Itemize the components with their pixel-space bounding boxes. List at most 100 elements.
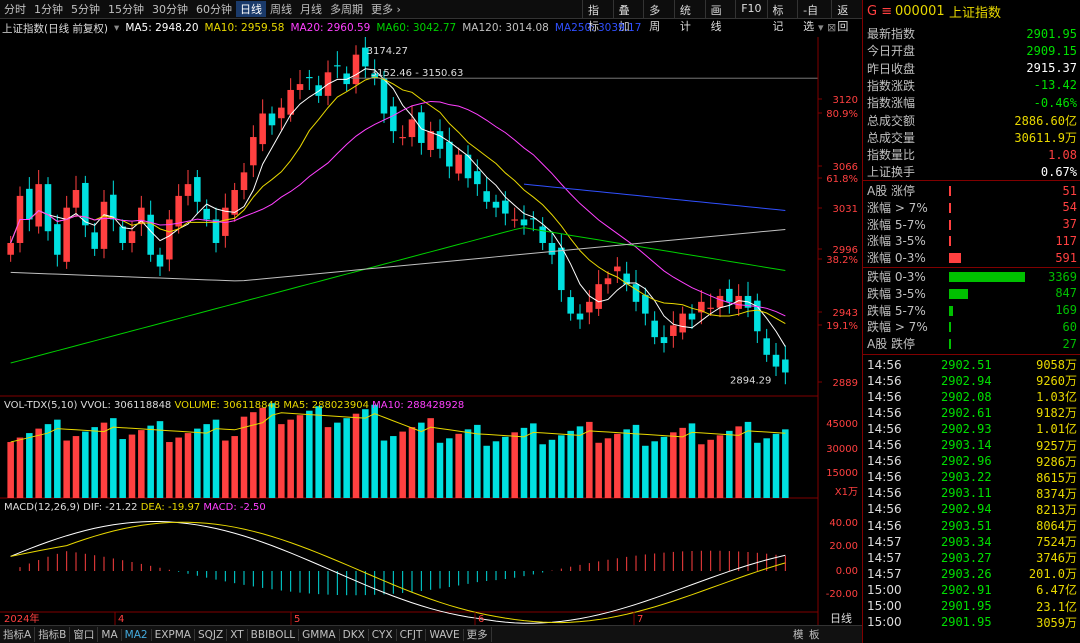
candle-body — [259, 113, 266, 145]
period-tab-6[interactable]: 日线 — [236, 1, 266, 17]
tick-price: 2903.14 — [941, 438, 992, 452]
ma-value-4: MA120: 3014.08 — [462, 22, 549, 34]
tool-button-8[interactable]: 返回 — [831, 0, 862, 33]
divider — [863, 180, 1080, 181]
template-button[interactable]: 模 — [793, 629, 804, 641]
tick-volume: 3059万 — [1036, 615, 1077, 630]
breadth-row: 涨幅 5-7% 37 — [863, 216, 1080, 233]
indicator-tab-1[interactable]: 指标B — [35, 627, 71, 642]
period-tab-3[interactable]: 15分钟 — [108, 3, 144, 16]
quote-value: 2886.60亿 — [1014, 113, 1077, 128]
volume-bar — [548, 439, 556, 498]
indicator-tab-3[interactable]: MA — [98, 628, 122, 641]
tick-row: 14:56 2903.11 8374万 — [863, 485, 1080, 502]
breadth-row: 跌幅 3-5% 847 — [863, 285, 1080, 302]
indicator-tab-12[interactable]: CFJT — [397, 628, 427, 641]
tool-button-4[interactable]: 画线 — [704, 0, 736, 33]
candle-body — [436, 131, 444, 149]
period-tab-4[interactable]: 30分钟 — [152, 3, 188, 16]
quote-label: 最新指数 — [867, 27, 916, 41]
volume-bar — [716, 435, 724, 498]
volume-bar — [614, 433, 621, 498]
volume-bar — [343, 418, 350, 498]
candle-body — [100, 201, 108, 249]
tick-row: 14:56 2902.94 8213万 — [863, 501, 1080, 518]
candle-body — [567, 297, 574, 314]
tick-volume: 8374万 — [1036, 486, 1077, 501]
board-button[interactable]: 板 — [809, 629, 820, 641]
quote-row: 总成交量 30611.9万 — [863, 129, 1080, 146]
tool-button-6[interactable]: 标记 — [766, 0, 798, 33]
period-tab-9[interactable]: 多周期 — [330, 3, 363, 16]
indicator-tab-5[interactable]: EXPMA — [152, 628, 195, 641]
period-tab-8[interactable]: 月线 — [300, 3, 322, 16]
ma-value-3: MA60: 3042.77 — [376, 22, 457, 34]
dif-line — [10, 521, 786, 624]
kline-chart[interactable]: 3174.27 3152.46 - 3150.63 2894.29 3120 80.9%… — [0, 37, 862, 625]
breadth-bar — [949, 253, 962, 264]
indicator-tab-8[interactable]: BBIBOLL — [248, 628, 300, 641]
tool-button-7[interactable]: -自选 — [797, 0, 831, 33]
quote-value: -13.42 — [1033, 78, 1077, 93]
window-controls[interactable]: ▾ ⊠ — [818, 21, 837, 34]
tool-button-2[interactable]: 多周 — [643, 0, 674, 33]
tool-button-0[interactable]: 指标 — [582, 0, 613, 33]
tool-button-3[interactable]: 统计 — [673, 0, 705, 33]
tool-button-5[interactable]: F10 — [735, 0, 766, 18]
candle-body — [716, 295, 724, 308]
tick-volume: 9058万 — [1036, 358, 1077, 372]
volume-tick: 30000 — [826, 444, 858, 455]
volume-bar — [259, 407, 266, 498]
period-tab-7[interactable]: 周线 — [270, 3, 292, 16]
indicator-tab-7[interactable]: XT — [227, 628, 248, 641]
chevron-down-icon[interactable]: ▾ — [114, 22, 120, 34]
tick-price: 2902.08 — [941, 389, 992, 404]
indicator-tab-6[interactable]: SQJZ — [195, 628, 228, 641]
indicator-tab-11[interactable]: CYX — [369, 628, 397, 641]
indicator-tab-4[interactable]: MA2 — [122, 628, 152, 641]
period-tab-1[interactable]: 1分钟 — [34, 3, 63, 16]
candle-body — [772, 354, 780, 367]
candle-body — [184, 184, 192, 196]
period-tab-5[interactable]: 60分钟 — [196, 3, 232, 16]
breadth-row: 跌幅 5-7% 169 — [863, 302, 1080, 319]
quote-row: 最新指数 2901.95 — [863, 25, 1080, 42]
tick-time: 14:56 — [867, 357, 902, 372]
volume-bar — [362, 409, 369, 498]
tick-price: 2903.51 — [941, 518, 992, 533]
tick-volume: 1.01亿 — [1036, 422, 1077, 437]
volume-bar — [222, 440, 229, 498]
volume-bar — [707, 439, 714, 498]
period-tab-2[interactable]: 5分钟 — [71, 3, 100, 16]
volume-bar — [16, 437, 24, 498]
volume-bar — [408, 427, 416, 498]
volume-bar — [446, 438, 453, 498]
macd-info: MACD(12,26,9) DIF: -21.22 DEA: -19.97 MA… — [4, 502, 266, 513]
tick-volume: 8064万 — [1036, 519, 1077, 533]
period-tab-0[interactable]: 分时 — [4, 3, 26, 16]
tick-row: 15:00 2901.95 23.1亿 — [863, 598, 1080, 615]
indicator-tab-9[interactable]: GMMA — [299, 628, 340, 641]
indicator-tab-0[interactable]: 指标A — [0, 627, 36, 642]
period-tab-10[interactable]: 更多 › — [371, 3, 401, 16]
candle-body — [203, 208, 210, 220]
tick-time: 14:56 — [867, 373, 902, 388]
candle-body — [362, 47, 369, 67]
price-tick: 38.2% — [826, 255, 858, 266]
indicator-tab-13[interactable]: WAVE — [426, 628, 464, 641]
candle-body — [334, 65, 341, 67]
breadth-label: A股 涨停 — [867, 184, 916, 198]
g-icon[interactable]: G ≡ — [867, 4, 893, 19]
indicator-tab-10[interactable]: DKX — [340, 628, 369, 641]
candle-body — [520, 219, 528, 226]
dea-line — [10, 521, 786, 624]
volume-bars — [7, 403, 789, 498]
indicator-tab-2[interactable]: 窗口 — [70, 627, 99, 642]
volume-bar — [268, 403, 276, 498]
breadth-value: 3369 — [1048, 269, 1077, 284]
candle-body — [670, 325, 677, 336]
indicator-tab-14[interactable]: 更多 — [464, 627, 492, 642]
tool-button-1[interactable]: 叠加 — [612, 0, 644, 33]
volume-bar — [82, 431, 89, 498]
volume-bar — [399, 431, 406, 498]
